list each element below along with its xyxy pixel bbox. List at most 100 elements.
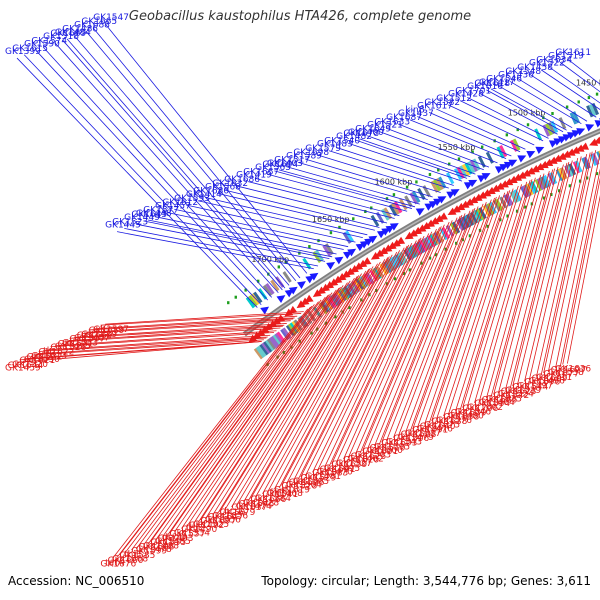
forward-gene-arrow [309,272,319,281]
gene-label: GK1481 [305,472,341,482]
gene-label: GK1627 [551,366,587,376]
reverse-gene-arrow [544,158,554,166]
label-connector [416,195,501,429]
gene-label: GK1497 [517,381,553,391]
reverse-gene-arrow [358,259,368,268]
gene-label: GK1679 [220,508,256,518]
gene-label: GK1492 [189,521,225,531]
label-connector [398,123,498,164]
reverse-gene-arrow [272,317,282,326]
feature-mark [524,205,527,209]
label-connector [528,156,582,381]
cog-category-mark [477,155,486,168]
gene-label: GK1659 [332,460,368,470]
label-connector [281,244,410,486]
label-connector [212,270,367,516]
label-connector [455,181,528,412]
gene-label: GK1628 [243,499,279,509]
forward-gene-arrow [415,208,425,216]
cog-category-mark [407,246,416,259]
forward-gene-arrow [347,248,357,257]
reverse-gene-arrow [362,257,372,265]
gene-label: GK1649 [355,125,391,135]
label-connector [254,254,393,498]
gene-label: GK1665 [81,17,117,27]
forward-gene-arrow [437,196,447,204]
label-connector [23,54,262,306]
label-connector [43,47,273,298]
gene-label: GK1711 [536,373,572,383]
reverse-gene-arrow [329,278,339,287]
reverse-gene-arrow [575,144,585,152]
label-connector [85,31,297,281]
gene-label: GK1530 [24,355,60,365]
gene-label: GK1597 [93,325,129,335]
gene-label: GK1680 [193,187,229,197]
gene-label: GK1615 [12,44,48,54]
gene-label: GK1510 [370,443,406,453]
label-connector [540,69,600,111]
forward-gene-arrow [326,262,336,270]
label-connector [343,221,450,460]
reverse-label-fan: GK1459GK1462GK1478GK1464GK1468GK1495GK14… [5,150,600,569]
cog-category-mark [438,176,447,189]
cog-category-mark [427,235,436,247]
gene-label: GK1545 [239,500,275,510]
label-connector [374,210,471,447]
label-connector [328,150,449,189]
forward-gene-arrow [450,189,460,197]
cog-category-mark [257,345,268,357]
feature-mark [457,157,461,161]
feature-mark [455,241,458,245]
gene-label: GK1622 [39,348,75,358]
gene-label: GK1534 [174,528,210,538]
cog-category-mark [391,202,400,215]
gene-label: GK1689 [89,326,125,336]
gene-label: GK1508 [401,430,437,440]
forward-gene-arrow [576,128,586,136]
label-connector [69,324,285,339]
label-connector [116,306,311,558]
reverse-gene-arrow [557,152,567,160]
label-connector [328,227,440,467]
label-connector [305,158,433,198]
cog-category-mark [248,295,258,307]
gene-label: bcsA [224,507,246,517]
reverse-gene-arrow [571,146,581,154]
tick-label: 1500 kbp [508,108,546,117]
cog-category-mark [282,271,292,283]
gene-label: GK1500 [367,446,403,456]
gene-label: GK1544 [513,382,549,392]
cog-category-mark [266,338,277,350]
gene-label: sspN [270,486,292,496]
label-connector [509,81,582,125]
feature-mark [408,268,412,272]
label-connector [559,168,600,368]
gene-label: GK1590 [24,40,60,50]
cog-category-mark [588,104,597,117]
feature-mark [227,301,230,305]
reverse-gene-arrow [566,148,576,156]
cog-category-mark [534,128,543,141]
cog-category-mark [433,231,443,244]
gene-label: GK1579 [305,144,341,154]
cog-category-mark [499,196,508,209]
label-connector [136,223,326,262]
gene-label: GK1493 [158,534,194,544]
gene-label: GK1532 [27,352,63,362]
gene-label: GK1520 [12,360,48,370]
label-connector [555,152,600,369]
label-connector [81,320,291,334]
gene-label: GK1612 [162,198,198,208]
feature-mark [499,218,502,222]
reverse-gene-arrow [499,180,509,188]
gene-label: GK1521 [367,121,403,131]
cog-category-mark [430,180,439,193]
reverse-gene-arrow [513,173,523,181]
label-connector [19,341,262,361]
gene-label: GK1482 [336,132,372,142]
gene-label: GK1525 [193,520,229,530]
gene-label: GK1518 [43,32,79,42]
reverse-gene-arrow [530,165,540,173]
feature-mark [471,150,474,154]
